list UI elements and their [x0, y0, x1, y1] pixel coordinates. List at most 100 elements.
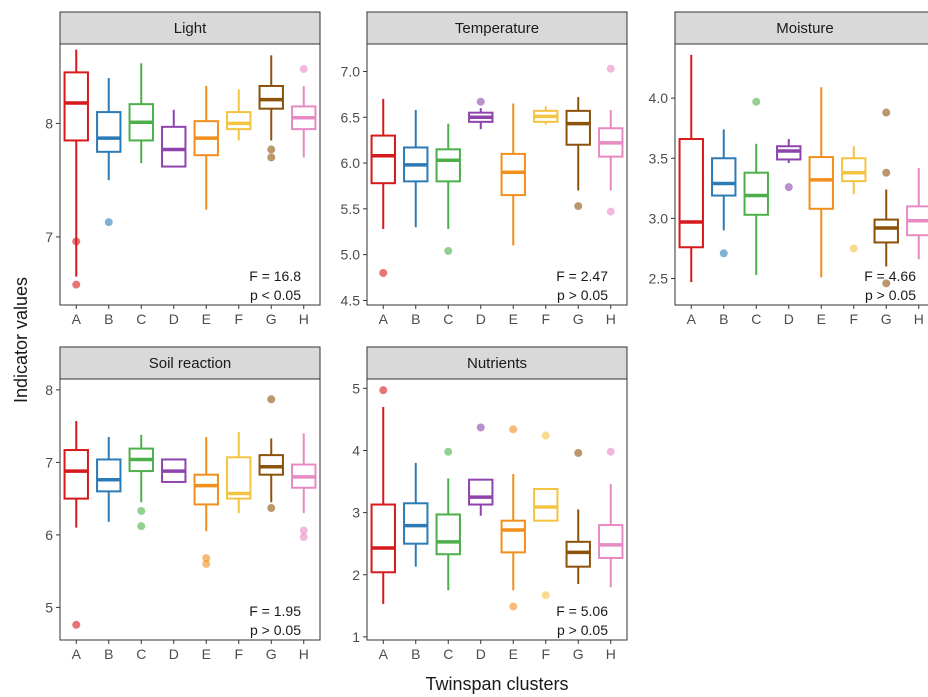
box-E — [193, 85, 219, 210]
outlier-point — [444, 447, 453, 456]
box-iqr — [435, 513, 461, 556]
outlier-point — [104, 218, 113, 227]
x-tick-label: D — [476, 646, 486, 662]
outlier-point — [574, 202, 583, 211]
box-iqr — [63, 71, 89, 142]
y-axis-title: Indicator values — [11, 277, 31, 403]
stat-p-value: p > 0.05 — [865, 287, 916, 303]
box-C — [128, 63, 154, 164]
panel-strip — [674, 11, 928, 45]
box-D — [468, 97, 494, 130]
outlier-point — [719, 249, 728, 258]
outlier-point — [849, 244, 858, 253]
box-C — [128, 434, 154, 531]
box-A — [678, 54, 704, 283]
box-D — [161, 109, 187, 168]
x-axis-title: Twinspan clusters — [425, 674, 568, 694]
y-tick-label: 8 — [45, 115, 53, 131]
box-B — [96, 437, 122, 522]
x-tick-label: H — [299, 646, 309, 662]
outlier-point — [784, 183, 793, 192]
box-iqr — [873, 218, 899, 244]
panel-strip — [366, 346, 628, 380]
stat-p-value: p > 0.05 — [557, 287, 608, 303]
panel-moisture: Moisture 2.5 3.0 3.5 4.0 A B C D E F G H F = 4.66 p > … — [649, 11, 928, 327]
x-tick-label: E — [817, 311, 826, 327]
box-iqr — [63, 449, 89, 500]
x-tick-label: H — [914, 311, 924, 327]
box-iqr — [161, 125, 187, 168]
y-tick-label: 3.0 — [649, 210, 669, 226]
x-tick-label: C — [136, 646, 146, 662]
x-tick-label: C — [443, 646, 453, 662]
stat-f-value: F = 16.8 — [249, 268, 301, 284]
box-B — [711, 129, 737, 258]
box-iqr — [226, 456, 252, 500]
box-G — [873, 108, 899, 288]
box-iqr — [226, 111, 252, 131]
box-iqr — [533, 487, 559, 522]
box-iqr — [841, 157, 867, 183]
box-D — [161, 458, 187, 483]
outlier-point — [882, 168, 891, 177]
box-H — [291, 433, 317, 542]
box-iqr — [598, 524, 624, 559]
panel-strip — [366, 11, 628, 45]
y-tick-label: 3 — [352, 505, 360, 521]
x-tick-label: F — [541, 311, 550, 327]
box-G — [258, 395, 284, 513]
x-tick-label: G — [881, 311, 892, 327]
panel-light: Light 7 8 A B C D E F G H F = 16.8 p < 0.05 — [45, 11, 321, 327]
x-tick-label: E — [202, 311, 211, 327]
x-tick-label: D — [784, 311, 794, 327]
box-F — [533, 431, 559, 600]
y-tick-label: 6.0 — [341, 155, 361, 171]
box-E — [808, 87, 834, 278]
outlier-point — [267, 395, 276, 404]
box-G — [258, 55, 284, 162]
outlier-point — [509, 425, 518, 434]
y-tick-label: 5 — [45, 599, 53, 615]
box-A — [63, 421, 89, 629]
outlier-point — [476, 423, 485, 432]
x-tick-label: E — [509, 646, 518, 662]
box-B — [403, 462, 429, 567]
outlier-point — [202, 554, 211, 563]
x-tick-label: D — [169, 311, 179, 327]
box-F — [226, 89, 252, 141]
stat-p-value: p < 0.05 — [250, 287, 301, 303]
x-tick-label: B — [719, 311, 728, 327]
box-iqr — [435, 148, 461, 183]
outlier-point — [509, 602, 518, 611]
y-tick-label: 8 — [45, 382, 53, 398]
box-iqr — [500, 519, 526, 554]
box-C — [743, 97, 769, 275]
box-G — [565, 448, 591, 585]
outlier-point — [379, 268, 388, 277]
outlier-point — [137, 506, 146, 515]
x-tick-label: H — [606, 646, 616, 662]
outlier-point — [606, 207, 615, 216]
box-H — [906, 167, 928, 260]
x-tick-label: B — [411, 646, 420, 662]
box-iqr — [193, 473, 219, 506]
panel-soil-reaction: Soil reaction 5 6 7 8 A B C D E F G H F = 1.95 p > 0.0… — [45, 346, 321, 662]
x-tick-label: D — [476, 311, 486, 327]
x-tick-label: G — [573, 646, 584, 662]
y-tick-label: 1 — [352, 629, 360, 645]
x-tick-label: F — [849, 311, 858, 327]
x-tick-label: G — [573, 311, 584, 327]
box-E — [500, 103, 526, 246]
x-tick-label: H — [299, 311, 309, 327]
outlier-point — [72, 620, 81, 629]
box-G — [565, 97, 591, 211]
x-tick-label: B — [411, 311, 420, 327]
x-tick-label: C — [136, 311, 146, 327]
outlier-point — [267, 145, 276, 154]
box-C — [435, 123, 461, 255]
box-iqr — [370, 503, 396, 574]
outlier-point — [476, 97, 485, 106]
x-tick-label: G — [266, 311, 277, 327]
panel-border — [59, 43, 321, 306]
outlier-point — [882, 279, 891, 288]
